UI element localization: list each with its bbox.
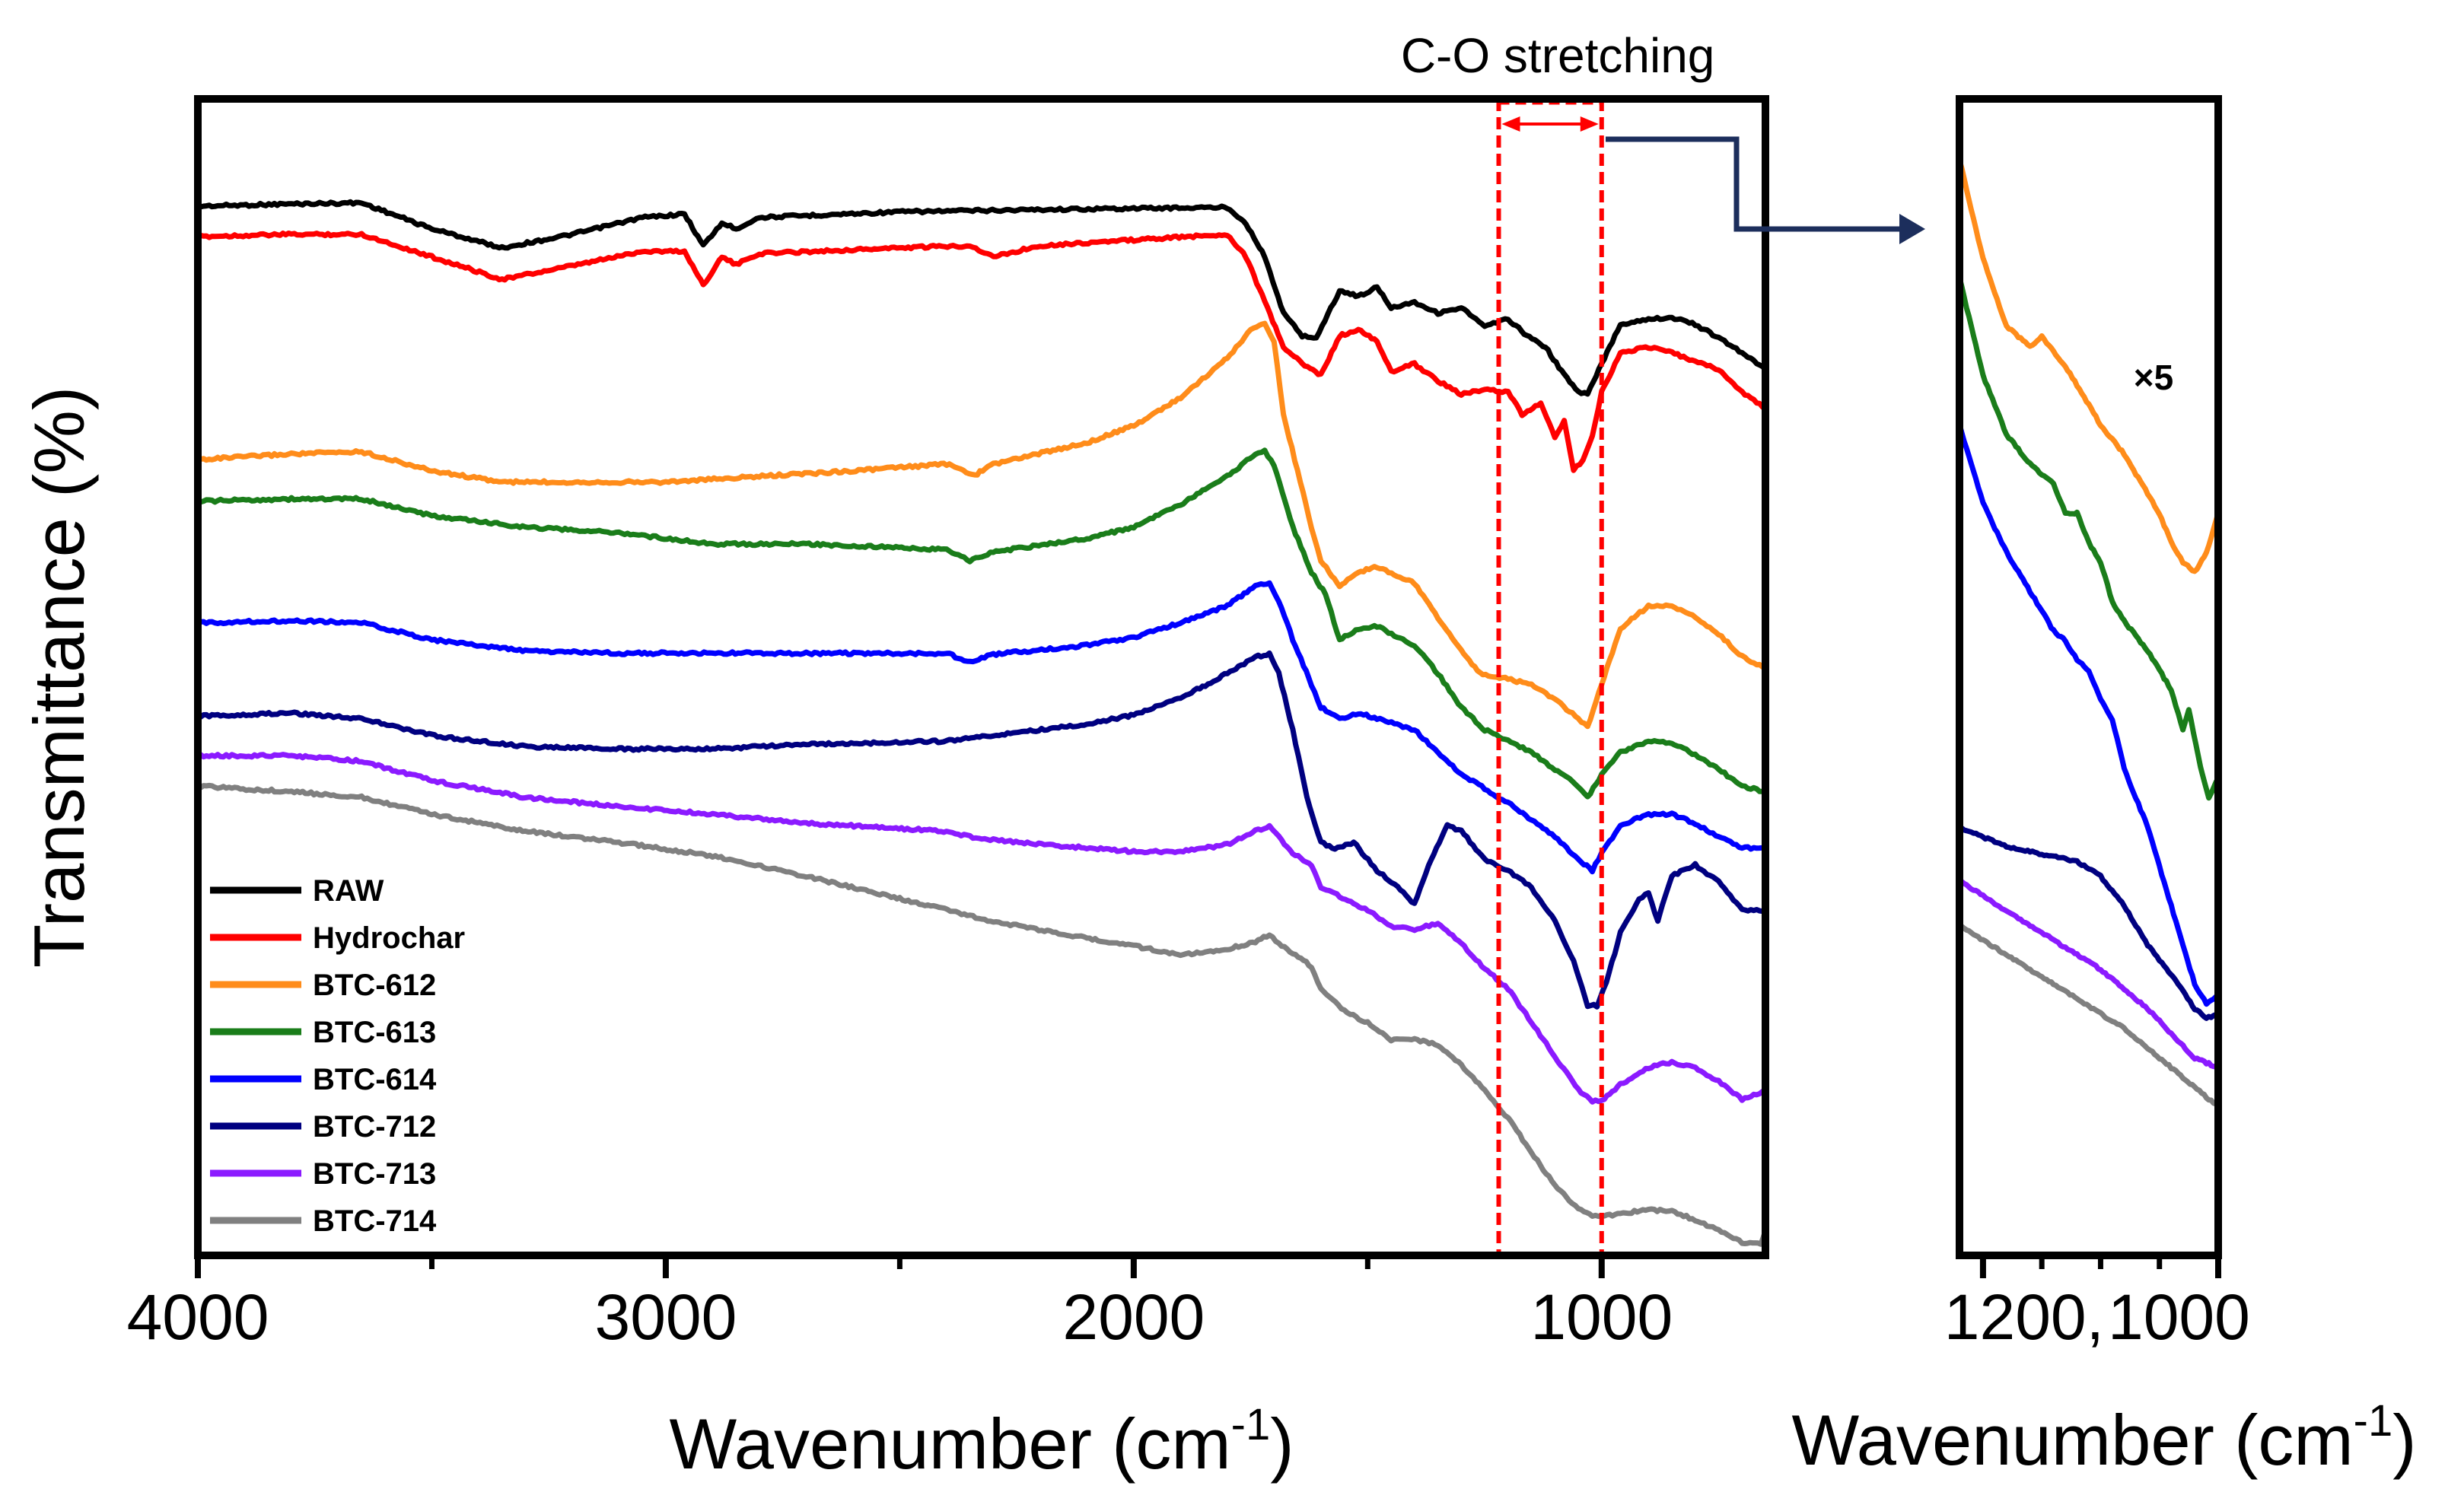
legend-label-btc-713: BTC-713 xyxy=(313,1157,436,1191)
inset-panel: 1200, 1000 ×5 Wavenumber (cm-1) xyxy=(1791,95,2417,1480)
inset-x-axis-title-close: ) xyxy=(2392,1400,2416,1480)
inset-series-group xyxy=(1956,157,2221,1110)
series-line-btc-714 xyxy=(195,782,1768,1247)
inset-x-ticks: 1200, 1000 xyxy=(1944,1255,2250,1353)
co-stretching-region xyxy=(1496,99,1604,1255)
legend-label-btc-613: BTC-613 xyxy=(313,1016,436,1049)
series-line-hydrochar xyxy=(195,231,1768,473)
zoom-connector-arrow xyxy=(1606,136,1925,244)
main-x-axis-title-exponent: -1 xyxy=(1231,1400,1271,1449)
inset-x-axis-title-text: Wavenumber (cm xyxy=(1791,1400,2353,1480)
series-line-raw xyxy=(195,199,1768,397)
main-y-axis-title: Transmittance (%) xyxy=(19,387,99,968)
legend-label-btc-714: BTC-714 xyxy=(313,1204,437,1238)
legend-label-hydrochar: Hydrochar xyxy=(313,921,465,955)
inset-series-line-btc-614 xyxy=(1956,422,2221,1007)
legend: RAW Hydrochar BTC-612 BTC-613 BTC-614 BTC-712… xyxy=(210,874,465,1238)
legend-label-btc-612: BTC-612 xyxy=(313,969,436,1002)
inset-series-line-btc-713 xyxy=(1956,879,2221,1071)
main-series-group xyxy=(195,199,1768,1247)
inset-x-tick-label-1000: 1000 xyxy=(2108,1281,2250,1353)
inset-x-tick-label-1200: 1200, xyxy=(1944,1281,2104,1353)
series-line-btc-612 xyxy=(195,320,1768,730)
inset-multiplier-label: ×5 xyxy=(2134,358,2173,397)
inset-x-axis-title-exponent: -1 xyxy=(2354,1396,2393,1446)
inset-x-axis-title: Wavenumber (cm-1) xyxy=(1791,1396,2416,1480)
legend-label-raw: RAW xyxy=(313,874,384,908)
co-stretching-label: C-O stretching xyxy=(1401,28,1715,83)
legend-label-btc-712: BTC-712 xyxy=(313,1110,436,1144)
x-tick-label-4000: 4000 xyxy=(127,1281,269,1353)
x-tick-label-3000: 3000 xyxy=(594,1281,737,1353)
co-region-arrowhead-left xyxy=(1501,116,1520,132)
series-line-btc-613 xyxy=(195,447,1768,800)
x-tick-label-1000: 1000 xyxy=(1530,1281,1673,1353)
main-x-ticks: 4000 3000 2000 1000 xyxy=(127,1255,1673,1353)
x-tick-label-2000: 2000 xyxy=(1062,1281,1205,1353)
co-region-arrowhead-right xyxy=(1580,116,1599,132)
inset-series-line-btc-613 xyxy=(1956,275,2221,801)
inset-series-line-btc-612 xyxy=(1956,157,2221,574)
legend-label-btc-614: BTC-614 xyxy=(313,1063,437,1096)
main-plot-frame xyxy=(194,95,1769,1259)
inset-plot-frame xyxy=(1956,95,2222,1259)
series-line-btc-614 xyxy=(195,580,1768,875)
main-x-axis-title: Wavenumber (cm-1) xyxy=(669,1400,1294,1484)
inset-series-line-btc-714 xyxy=(1956,924,2221,1110)
main-panel: 4000 3000 2000 1000 RAW Hydrochar BTC-612 BTC-… xyxy=(19,28,1769,1484)
main-x-axis-title-text: Wavenumber (cm xyxy=(669,1404,1230,1484)
main-x-axis-title-close: ) xyxy=(1270,1404,1294,1484)
inset-series-line-btc-712 xyxy=(1956,824,2221,1021)
